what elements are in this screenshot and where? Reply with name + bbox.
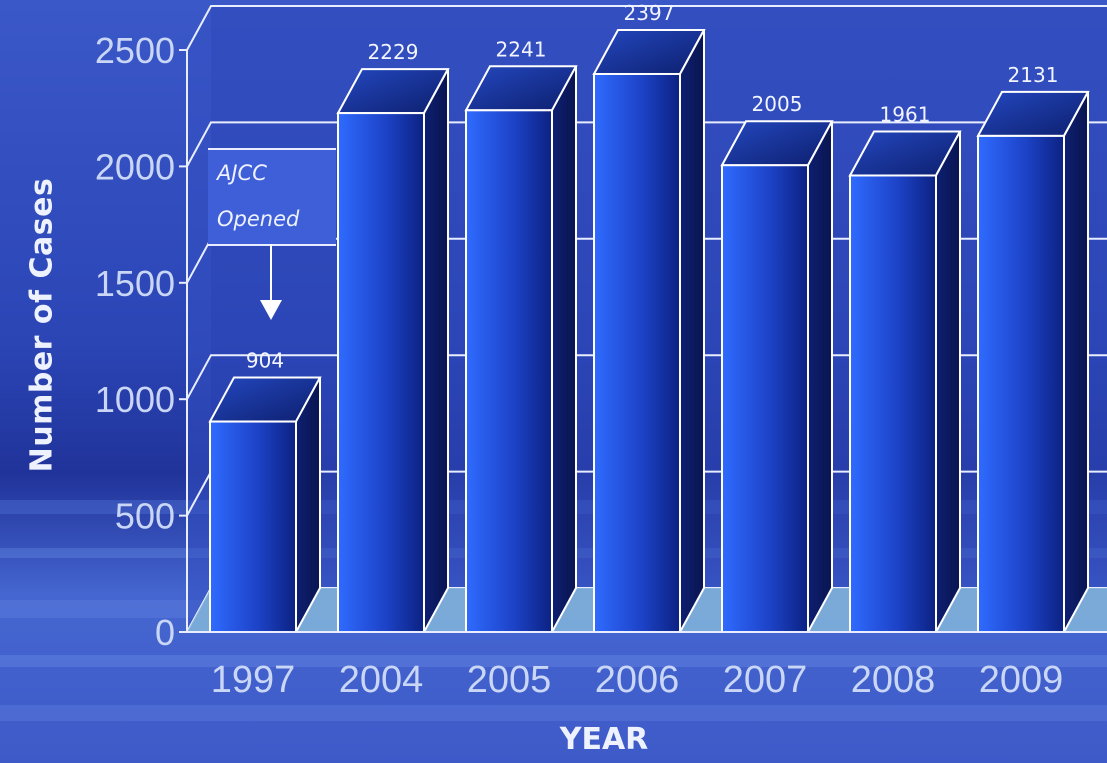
y-tick-labels: 0 500 1000 1500 2000 2500 xyxy=(95,30,175,653)
data-label: 2229 xyxy=(368,40,419,64)
data-label: 2005 xyxy=(752,92,803,116)
data-label: 2241 xyxy=(496,37,547,61)
y-tick-label: 0 xyxy=(155,612,175,653)
bars xyxy=(208,28,1090,634)
bar-side xyxy=(551,65,577,633)
bar-2004 xyxy=(337,112,425,633)
bar-1997 xyxy=(209,420,297,633)
y-tick-label: 2000 xyxy=(95,146,175,187)
bar-side xyxy=(679,29,705,633)
x-tick-label: 2007 xyxy=(723,659,808,701)
x-tick-label: 2008 xyxy=(851,659,936,701)
y-tick-label: 2500 xyxy=(95,30,175,71)
bar-2006 xyxy=(593,72,681,634)
bar-side xyxy=(935,131,961,633)
x-tick-label: 2004 xyxy=(339,659,424,701)
y-tick-label: 500 xyxy=(115,496,175,537)
data-label: 904 xyxy=(246,349,284,373)
y-tick-label: 1500 xyxy=(95,263,175,304)
y-tick-label: 1000 xyxy=(95,379,175,420)
x-tick-labels: 1997 2004 2005 2006 2007 2008 2009 xyxy=(211,659,1064,701)
data-labels: 904 2229 2241 2397 2005 1961 2131 xyxy=(246,1,1059,373)
x-tick-label: 1997 xyxy=(211,659,296,701)
x-axis-label: YEAR xyxy=(559,722,649,757)
annotation-line-1: AJCC xyxy=(217,161,267,185)
bar-2009 xyxy=(977,134,1065,633)
bar-2008 xyxy=(849,174,937,634)
data-label: 1961 xyxy=(880,102,931,126)
bar-side xyxy=(807,120,833,633)
axes xyxy=(179,5,1107,633)
data-label: 2397 xyxy=(624,1,675,25)
annotation-arrow-head-icon xyxy=(260,300,282,320)
bar-side xyxy=(423,68,449,633)
side-wall xyxy=(187,6,211,632)
bar-side xyxy=(295,377,321,633)
y-axis-label: Number of Cases xyxy=(24,177,60,473)
annotation-arrow-shaft xyxy=(270,244,272,306)
x-tick-label: 2005 xyxy=(467,659,552,701)
annotation-line-2: Opened xyxy=(217,207,300,231)
data-label: 2131 xyxy=(1008,63,1059,87)
bar-2005 xyxy=(465,109,553,633)
x-tick-label: 2009 xyxy=(979,659,1064,701)
x-tick-label: 2006 xyxy=(595,659,680,701)
ajcc-annotation: AJCC Opened xyxy=(208,148,336,246)
bar-2007 xyxy=(721,164,809,633)
bar-side xyxy=(1063,91,1089,633)
